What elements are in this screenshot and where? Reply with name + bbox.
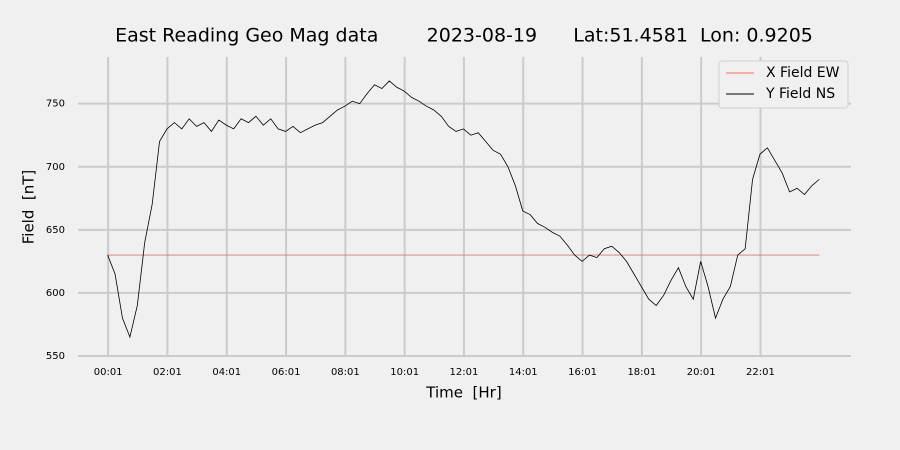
x-tick-label: 14:01 (509, 367, 538, 378)
x-tick-label: 18:01 (627, 367, 656, 378)
x-tick-label: 20:01 (687, 367, 716, 378)
legend-label: Y Field NS (765, 86, 835, 102)
x-tick-label: 08:01 (331, 367, 360, 378)
legend: X Field EW Y Field NS (718, 60, 849, 109)
x-tick-label: 04:01 (212, 367, 241, 378)
x-tick-label: 22:01 (746, 367, 775, 378)
y-tick-label: 550 (46, 351, 65, 362)
x-axis-label: Time [Hr] (425, 384, 501, 402)
y-tick-label: 650 (46, 225, 65, 236)
y-tick-label: 700 (46, 162, 65, 173)
y-tick-label: 600 (46, 288, 65, 299)
y-tick-label: 750 (46, 99, 65, 110)
line (107, 80, 820, 339)
x-tick-label: 10:01 (390, 367, 419, 378)
x-tick-label: 02:01 (153, 367, 182, 378)
x-tick-label: 06:01 (272, 367, 301, 378)
y-axis-label: Field [nT] (20, 170, 38, 245)
x-tick-label: 12:01 (450, 367, 479, 378)
x-tick-label: 16:01 (568, 367, 597, 378)
x-tick-label: 00:01 (94, 367, 123, 378)
chart-title: East Reading Geo Mag data 2023-08-19 Lat… (115, 25, 813, 47)
legend-label: X Field EW (766, 65, 840, 81)
